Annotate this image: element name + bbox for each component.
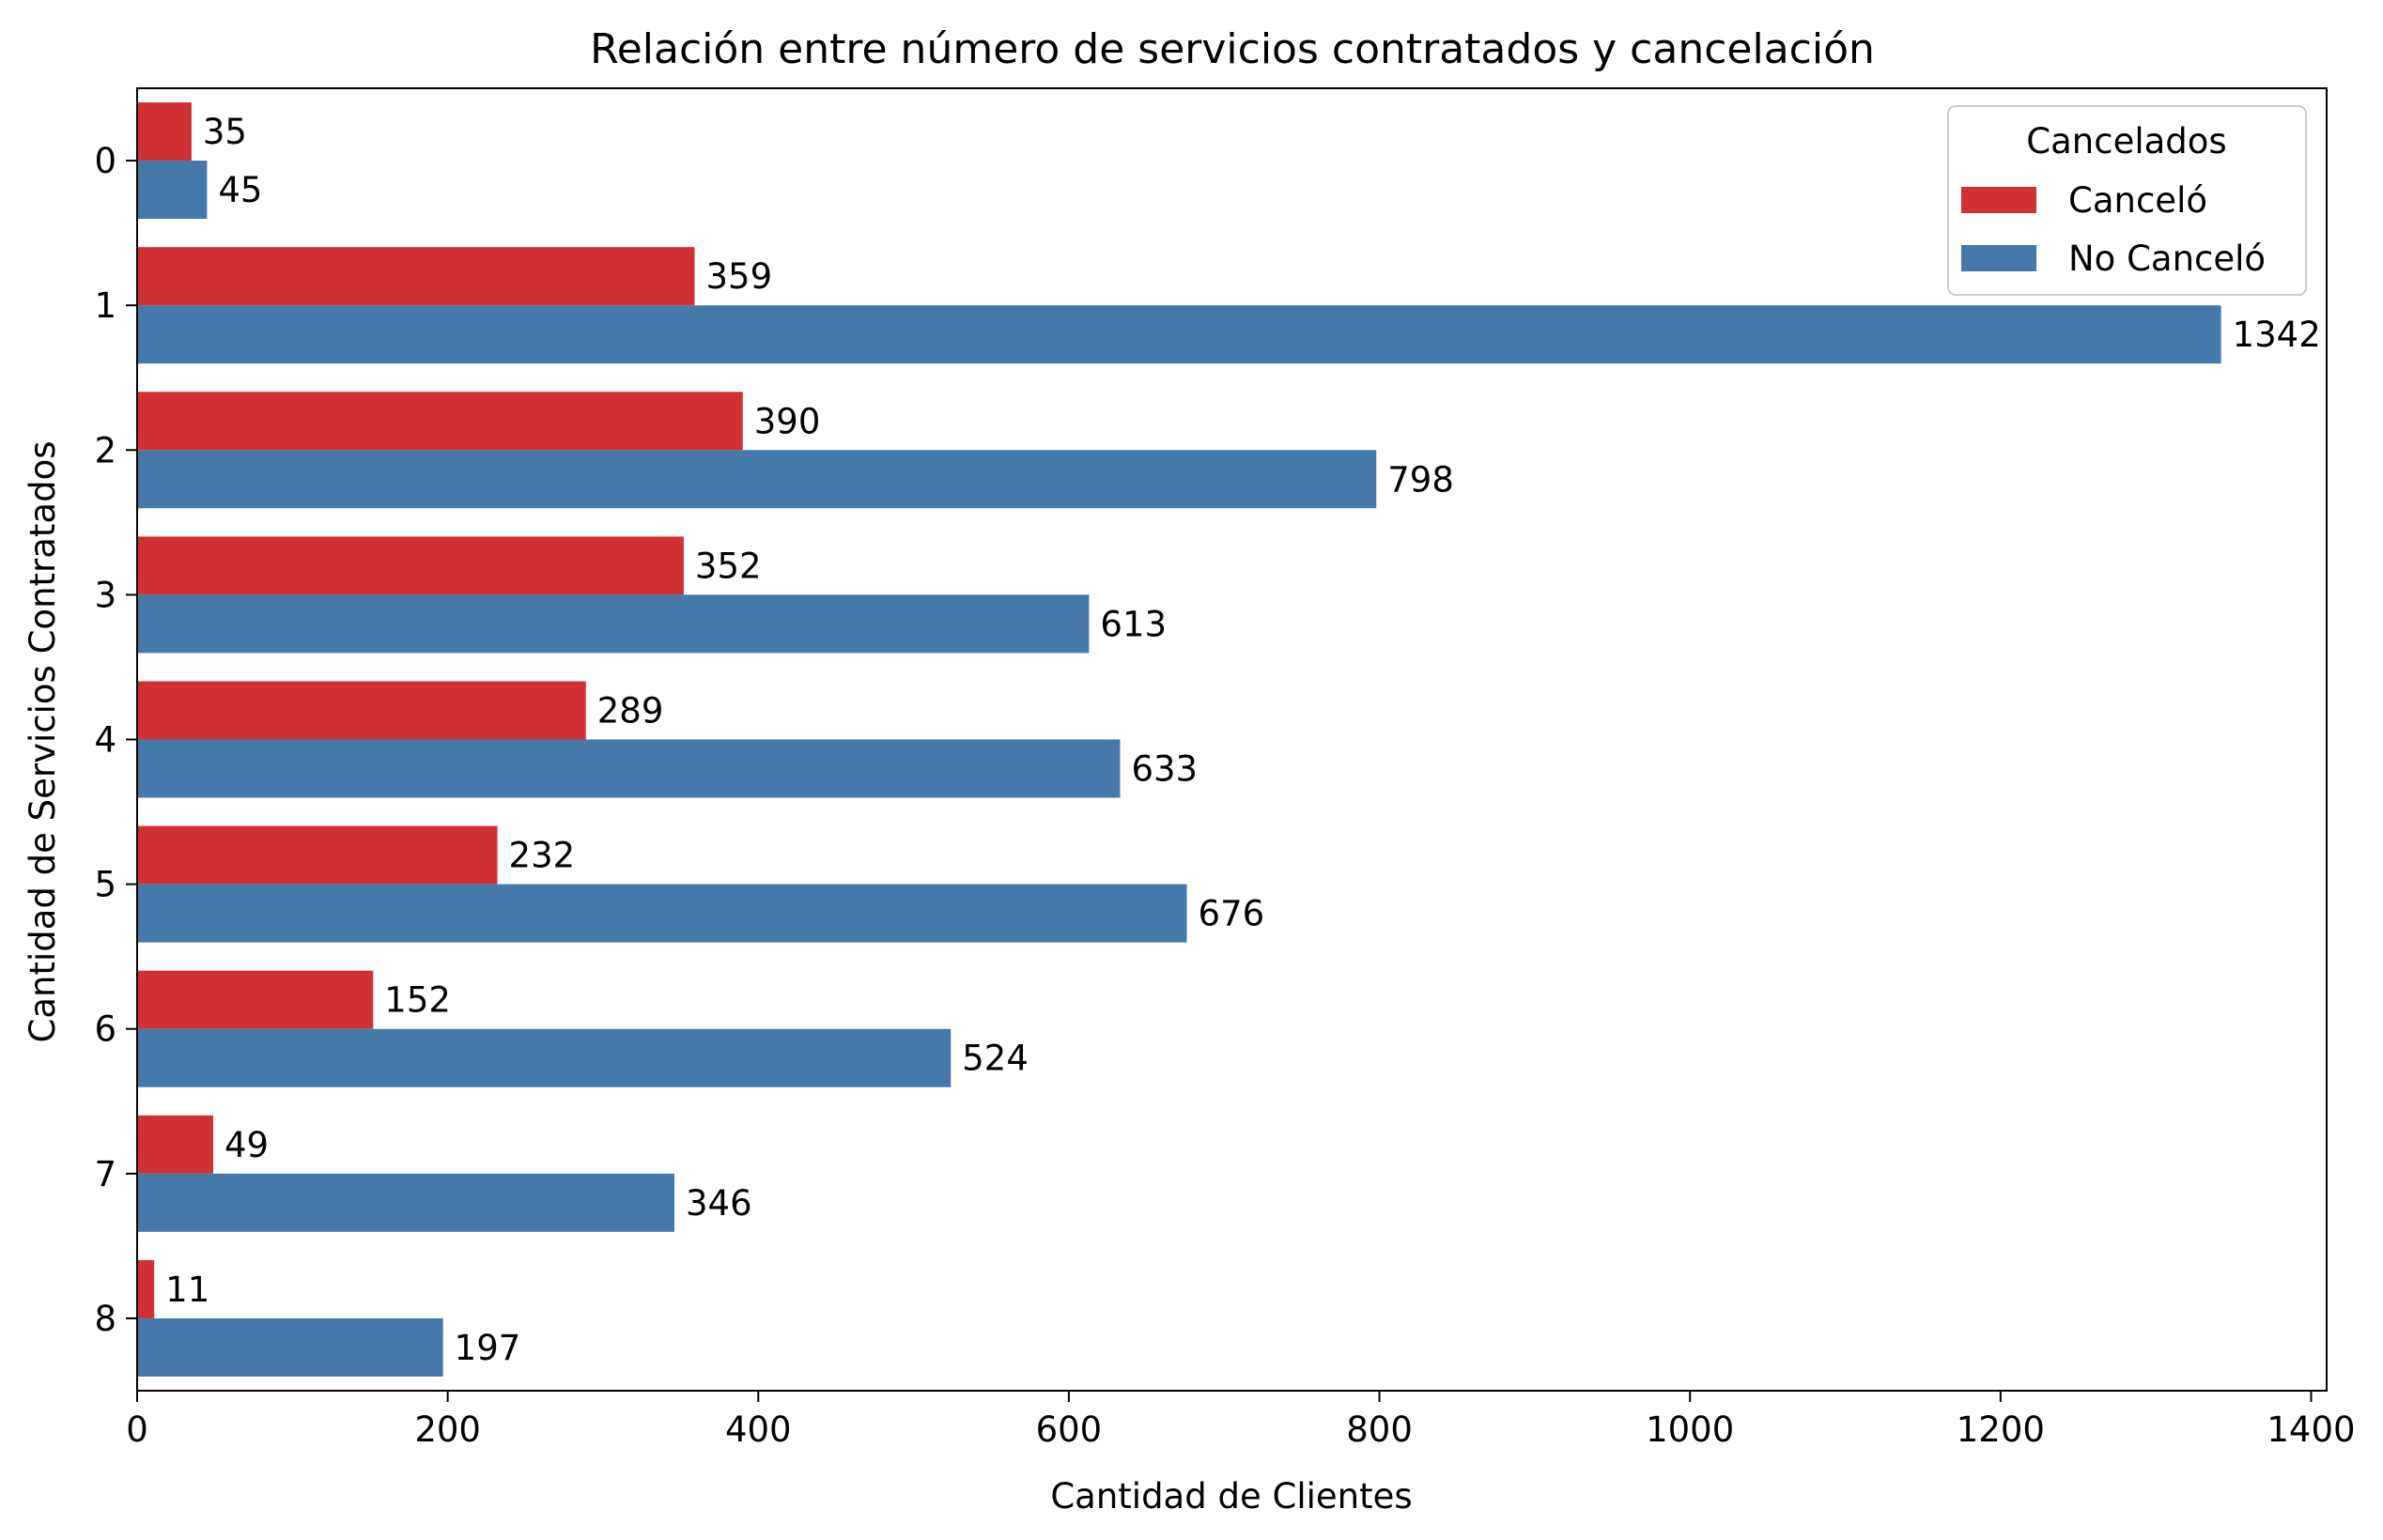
bar-canceló-8	[137, 1259, 155, 1318]
bar-canceló-2	[137, 392, 743, 451]
bar-no-canceló-3	[137, 594, 1090, 654]
data-label-canceló-5: 232	[509, 836, 576, 876]
x-tick-label: 1000	[1646, 1409, 1734, 1450]
data-label-no-canceló-3: 613	[1100, 604, 1167, 644]
legend-swatch-no-canceló	[1961, 245, 2036, 271]
data-label-no-canceló-0: 45	[218, 170, 262, 210]
y-tick-label: 5	[94, 865, 116, 905]
chart-title: Relación entre número de servicios contr…	[590, 25, 1875, 73]
y-tick-label: 6	[94, 1009, 116, 1050]
bar-canceló-7	[137, 1115, 214, 1174]
data-label-no-canceló-1: 1342	[2233, 315, 2321, 355]
y-tick-label: 4	[94, 720, 116, 761]
y-tick-label: 2	[94, 430, 116, 470]
bar-no-canceló-0	[137, 161, 208, 220]
data-label-canceló-4: 289	[597, 691, 664, 732]
bar-no-canceló-8	[137, 1317, 443, 1377]
y-tick-label: 1	[94, 285, 116, 326]
data-label-canceló-1: 359	[705, 256, 772, 297]
legend-box	[1947, 105, 2307, 296]
legend-title: Cancelados	[2026, 121, 2226, 162]
x-tick-label: 200	[414, 1409, 481, 1450]
data-label-no-canceló-2: 798	[1387, 459, 1454, 500]
bar-canceló-4	[137, 681, 586, 740]
data-label-no-canceló-6: 524	[962, 1039, 1029, 1079]
legend-label-no-canceló: No Canceló	[2068, 239, 2266, 279]
x-tick-label: 1400	[2267, 1409, 2355, 1450]
x-tick-label: 400	[725, 1409, 792, 1450]
bar-canceló-5	[137, 825, 498, 885]
bar-no-canceló-4	[137, 739, 1121, 798]
x-tick-label: 800	[1346, 1409, 1413, 1450]
x-tick-label: 1200	[1957, 1409, 2045, 1450]
legend-swatch-canceló	[1961, 187, 2036, 213]
x-axis-label: Cantidad de Clientes	[1050, 1476, 1412, 1517]
bar-no-canceló-6	[137, 1028, 952, 1087]
legend-label-canceló: Canceló	[2068, 180, 2207, 221]
bar-canceló-0	[137, 102, 192, 162]
y-tick-label: 3	[94, 575, 116, 615]
data-label-canceló-8: 11	[165, 1270, 209, 1310]
y-tick-label: 7	[94, 1154, 116, 1194]
bar-no-canceló-2	[137, 450, 1377, 509]
y-tick-label: 8	[94, 1299, 116, 1339]
x-axis: 0 200 400 600 800 1000 1200 1400	[126, 1391, 2356, 1450]
bar-no-canceló-1	[137, 305, 2221, 364]
data-label-no-canceló-8: 197	[455, 1328, 521, 1368]
data-label-canceló-2: 390	[754, 401, 821, 441]
data-label-canceló-6: 152	[384, 980, 451, 1021]
x-tick-label: 0	[126, 1409, 148, 1450]
bar-no-canceló-7	[137, 1173, 675, 1232]
plot-area: 35 45 359 1342 390 798 352 613 289 633 232 676 152 52…	[137, 102, 2321, 1377]
data-label-canceló-7: 49	[224, 1125, 269, 1165]
bar-canceló-6	[137, 970, 374, 1029]
bar-canceló-1	[137, 247, 695, 306]
y-axis: 0 1 2 3 4 5 6 7 8	[94, 141, 137, 1339]
bar-canceló-3	[137, 536, 684, 595]
data-label-no-canceló-5: 676	[1199, 894, 1265, 934]
data-label-canceló-3: 352	[695, 546, 762, 586]
bar-no-canceló-5	[137, 884, 1187, 943]
x-tick-label: 600	[1036, 1409, 1103, 1450]
legend: Cancelados Canceló No Canceló	[1947, 105, 2307, 296]
y-axis-label: Cantidad de Servicios Contratados	[23, 441, 63, 1043]
y-tick-label: 0	[94, 141, 116, 181]
data-label-no-canceló-7: 346	[686, 1183, 752, 1224]
data-label-no-canceló-4: 633	[1131, 749, 1198, 790]
data-label-canceló-0: 35	[203, 112, 247, 152]
